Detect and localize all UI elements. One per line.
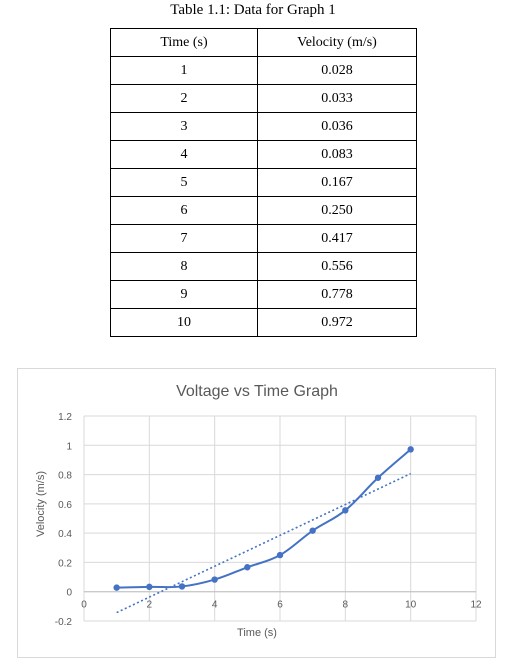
chart-tick-labels: 0 2 4 6 8 10 12 -0.2 0 0.2 0.4 0.6 0.8 1 1.2 (55, 412, 482, 628)
y-tick-label: -0.2 (55, 617, 73, 628)
y-tick-label: 1.2 (58, 412, 72, 423)
series-line (116, 448, 412, 589)
time-cell: 8 (110, 252, 258, 281)
table-row: 7 0.417 (110, 224, 417, 253)
data-point (113, 584, 120, 591)
y-tick-label: 0.6 (58, 500, 72, 511)
table-row: 1 0.028 (110, 56, 417, 85)
time-cell: 4 (110, 140, 258, 169)
table-row: 9 0.778 (110, 280, 417, 309)
y-tick-label: 0 (66, 588, 72, 599)
velocity-cell: 0.036 (257, 112, 417, 141)
data-point (374, 474, 382, 481)
velocity-cell: 0.250 (257, 196, 417, 225)
x-tick-label: 0 (81, 600, 87, 611)
table-header-row: Time (s) Velocity (m/s) (110, 28, 417, 57)
x-axis-label: Time (s) (237, 627, 277, 639)
x-tick-label: 4 (212, 600, 218, 611)
velocity-cell: 0.556 (257, 252, 417, 281)
time-cell: 5 (110, 168, 258, 197)
time-cell: 9 (110, 280, 258, 309)
velocity-cell: 0.033 (257, 84, 417, 113)
data-point (211, 576, 218, 583)
x-tick-label: 2 (147, 600, 153, 611)
chart-plot-area (113, 446, 414, 614)
velocity-cell: 0.167 (257, 168, 417, 197)
time-cell: 2 (110, 84, 258, 113)
time-cell: 3 (110, 112, 258, 141)
table-row: 2 0.033 (110, 84, 417, 113)
table-row: 10 0.972 (110, 308, 417, 337)
chart-container: 0 2 4 6 8 10 12 -0.2 0 0.2 0.4 0.6 0.8 1 1.2 Voltage v… (17, 368, 496, 658)
table-row: 3 0.036 (110, 112, 417, 141)
velocity-cell: 0.972 (257, 308, 417, 337)
velocity-cell: 0.028 (257, 56, 417, 85)
column-header-velocity: Velocity (m/s) (257, 28, 417, 57)
table-caption: Table 1.1: Data for Graph 1 (170, 2, 336, 18)
time-cell: 1 (110, 56, 258, 85)
data-point (276, 551, 284, 559)
data-point (146, 583, 153, 591)
data-point (244, 564, 251, 571)
time-cell: 10 (110, 308, 258, 337)
velocity-cell: 0.083 (257, 140, 417, 169)
x-tick-label: 12 (470, 600, 482, 611)
table-row: 8 0.556 (110, 252, 417, 281)
velocity-cell: 0.778 (257, 280, 417, 309)
data-point (407, 446, 414, 453)
table-row: 5 0.167 (110, 168, 417, 197)
trendline (116, 472, 412, 614)
velocity-cell: 0.417 (257, 224, 417, 253)
chart-gridlines (83, 415, 477, 622)
y-axis-label: Velocity (m/s) (35, 471, 47, 537)
data-point (309, 527, 316, 534)
x-tick-label: 6 (277, 600, 283, 611)
chart-title: Voltage vs Time Graph (176, 383, 338, 400)
chart-svg: 0 2 4 6 8 10 12 -0.2 0 0.2 0.4 0.6 0.8 1 1.2 Voltage v… (35, 383, 482, 639)
y-tick-label: 0.2 (58, 558, 72, 569)
y-tick-label: 0.8 (58, 471, 72, 482)
time-cell: 6 (110, 196, 258, 225)
table-row: 4 0.083 (110, 140, 417, 169)
x-tick-label: 10 (405, 600, 417, 611)
time-cell: 7 (110, 224, 258, 253)
y-tick-label: 1 (66, 441, 72, 452)
table-row: 6 0.250 (110, 196, 417, 225)
x-tick-label: 8 (343, 600, 349, 611)
y-tick-label: 0.4 (58, 529, 72, 540)
column-header-time: Time (s) (110, 28, 258, 57)
data-point (342, 507, 349, 514)
data-point (178, 583, 186, 590)
